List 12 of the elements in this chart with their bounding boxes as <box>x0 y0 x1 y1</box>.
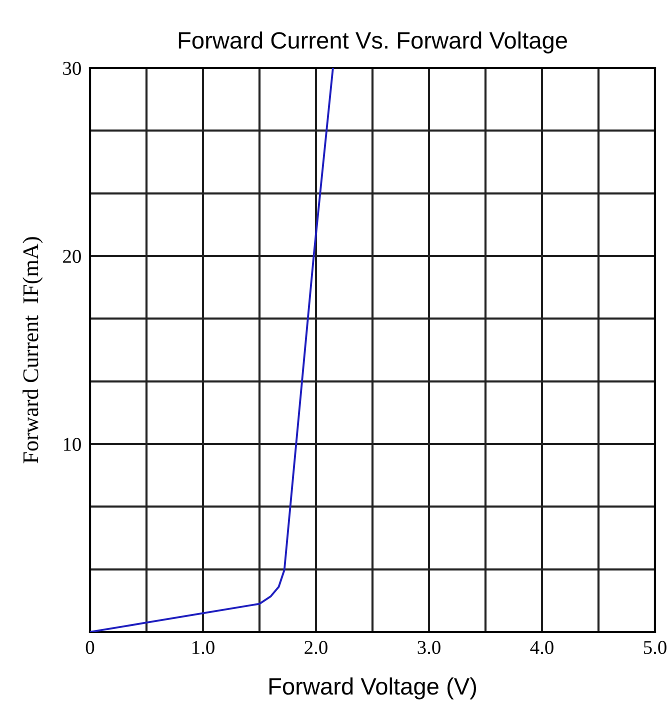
y-tick-label: 10 <box>64 438 81 451</box>
x-tick-label: 5.0 <box>644 640 666 654</box>
x-tick-label: 3.0 <box>418 640 440 654</box>
x-tick-label: 2.0 <box>304 640 328 654</box>
x-axis-title: Forward Voltage (V) <box>269 677 476 700</box>
y-tick-label: 30 <box>63 62 81 75</box>
y-tick-label: 20 <box>63 250 81 263</box>
x-tick-label: 4.0 <box>530 640 554 654</box>
x-tick-label: 0 <box>86 640 94 654</box>
chart-title: Forward Current Vs. Forward Voltage <box>178 31 567 54</box>
x-tick-label: 1.0 <box>192 640 214 654</box>
y-axis-title: Forward Current IF(mA) <box>22 237 43 464</box>
